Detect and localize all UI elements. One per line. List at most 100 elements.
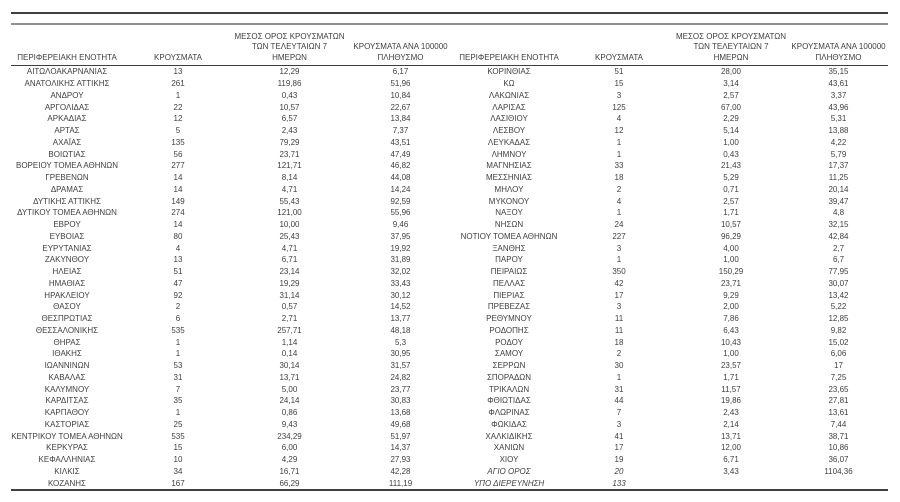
avg7-cell: 4,71 — [281, 243, 298, 253]
cases-cell: 3 — [616, 243, 622, 253]
per100k-cell: 14,24 — [390, 184, 411, 194]
table-row: ΘΗΡΑΣ 1 1,14 5,3 — [11, 336, 455, 348]
per100k-cell: 30,95 — [390, 349, 411, 359]
region-cell: ΑΝΑΤΟΛΙΚΗΣ ΑΤΤΙΚΗΣ — [24, 79, 110, 89]
table-row: ΚΑΡΠΑΘΟΥ 1 0,86 13,68 — [11, 407, 455, 419]
column-header-per100k: ΚΡΟΥΣΜΑΤΑ ΑΝΑ 100000 ΠΛΗΘΥΣΜΟ — [787, 42, 890, 65]
table-row: ΣΠΟΡΑΔΩΝ 1 1,71 7,25 — [455, 372, 890, 384]
region-cell: ΛΑΣΙΘΙΟΥ — [490, 114, 528, 124]
region-cell: ΗΛΕΙΑΣ — [52, 267, 82, 277]
cases-cell: 31 — [173, 372, 183, 382]
per100k-cell: 5,79 — [830, 149, 847, 159]
column-header-per100k: ΚΡΟΥΣΜΑΤΑ ΑΝΑ 100000 ΠΛΗΘΥΣΜΟ — [346, 42, 455, 65]
per100k-cell: 44,08 — [390, 173, 411, 183]
avg7-cell: 12,00 — [720, 443, 742, 453]
per100k-cell: 5,22 — [830, 302, 847, 312]
per100k-cell: 43,96 — [828, 102, 849, 112]
column-header-avg7-line1: ΜΕΣΟΣ ΟΡΟΣ ΚΡΟΥΣΜΑΤΩΝ — [234, 31, 345, 41]
region-cell: ΘΕΣΣΑΛΟΝΙΚΗΣ — [35, 325, 99, 335]
table-row: ΙΘΑΚΗΣ 1 0,14 30,95 — [11, 348, 455, 360]
table-row: ΚΕΦΑΛΛΗΝΙΑΣ 10 4,29 27,93 — [11, 454, 455, 466]
per100k-cell: 15,02 — [828, 337, 849, 347]
avg7-cell: 25,43 — [279, 231, 300, 241]
table-row: ΤΡΙΚΑΛΩΝ 31 11,57 23,65 — [455, 383, 890, 395]
region-cell: ΜΥΚΟΝΟΥ — [488, 196, 530, 206]
region-cell: ΠΕΛΛΑΣ — [492, 278, 526, 288]
per100k-cell: 7,37 — [392, 126, 409, 136]
table-row: ΛΕΣΒΟΥ 12 5,14 13,88 — [455, 125, 890, 137]
table-row: ΞΑΝΘΗΣ 3 4,00 2,7 — [455, 242, 890, 254]
region-cell: ΚΟΡΙΝΘΙΑΣ — [487, 67, 531, 77]
table-row: ΠΡΕΒΕΖΑΣ 3 2,00 5,22 — [455, 301, 890, 313]
table-row: ΠΕΙΡΑΙΩΣ 350 150,29 77,95 — [455, 266, 890, 278]
region-cell: ΚΟΖΑΝΗΣ — [47, 478, 87, 488]
cases-cell: 2 — [616, 184, 622, 194]
column-header-cases: ΚΡΟΥΣΜΑΤΑ — [123, 53, 233, 66]
region-cell: ΚΩ — [503, 79, 515, 89]
table-row: ΜΗΛΟΥ 2 0,71 20,14 — [455, 184, 890, 196]
avg7-cell: 5,00 — [281, 384, 298, 394]
avg7-cell: 2,00 — [723, 302, 739, 312]
region-cell: ΜΕΣΣΗΝΙΑΣ — [486, 173, 532, 183]
table-row: ΣΕΡΡΩΝ 30 23,57 17 — [455, 360, 890, 372]
region-cell: ΠΡΕΒΕΖΑΣ — [487, 302, 531, 312]
table-row: ΡΟΔΟΠΗΣ 11 6,43 9,82 — [455, 325, 890, 337]
region-cell: ΞΑΝΘΗΣ — [492, 243, 526, 253]
region-cell: ΠΕΙΡΑΙΩΣ — [490, 267, 528, 277]
region-cell: ΝΟΤΙΟΥ ΤΟΜΕΑ ΑΘΗΝΩΝ — [460, 231, 558, 241]
cases-cell: 19 — [614, 455, 624, 465]
cases-cell: 3 — [616, 302, 622, 312]
cases-cell: 149 — [171, 196, 185, 206]
avg7-cell: 16,71 — [279, 466, 300, 476]
table-row: ΧΙΟΥ 19 6,71 36,07 — [455, 454, 890, 466]
table-row: ΑΙΤΩΛΟΑΚΑΡΝΑΝΙΑΣ 13 12,29 6,17 — [11, 66, 455, 78]
per100k-cell: 13,84 — [390, 114, 411, 124]
avg7-cell: 12,29 — [279, 67, 300, 77]
avg7-cell: 5,29 — [723, 173, 739, 183]
avg7-cell: 28,00 — [720, 67, 742, 77]
region-cell: ΜΗΛΟΥ — [494, 184, 524, 194]
table-row: ΣΑΜΟΥ 2 1,00 6,06 — [455, 348, 890, 360]
table-row: ΧΑΝΙΩΝ 17 12,00 10,86 — [455, 442, 890, 454]
cases-cell: 34 — [173, 466, 183, 476]
cases-cell: 22 — [173, 102, 183, 112]
table-row: ΑΡΚΑΔΙΑΣ 12 6,57 13,84 — [11, 113, 455, 125]
column-header-per100k-line1: ΚΡΟΥΣΜΑΤΑ ΑΝΑ 100000 — [353, 42, 448, 51]
table-row: ΕΥΒΟΙΑΣ 80 25,43 37,95 — [11, 231, 455, 243]
cases-cell: 1 — [175, 349, 181, 359]
region-cell: ΑΡΚΑΔΙΑΣ — [47, 114, 87, 124]
table-row: ΠΙΕΡΙΑΣ 17 9,29 13,42 — [455, 289, 890, 301]
per100k-cell: 51,96 — [390, 79, 411, 89]
table-row: ΡΟΔΟΥ 18 10,43 15,02 — [455, 336, 890, 348]
column-header-per100k-line1: ΚΡΟΥΣΜΑΤΑ ΑΝΑ 100000 — [791, 42, 886, 51]
cases-cell: 42 — [614, 278, 624, 288]
cases-cell: 535 — [171, 431, 185, 441]
avg7-cell: 2,57 — [723, 196, 739, 206]
avg7-cell: 2,43 — [281, 126, 298, 136]
cases-cell: 3 — [616, 419, 622, 429]
cases-cell: 5 — [175, 126, 181, 136]
cases-cell: 1 — [175, 408, 181, 418]
region-cell: ΡΟΔΟΥ — [495, 337, 523, 347]
avg7-cell: 5,14 — [723, 126, 739, 136]
per100k-cell: 42,28 — [390, 466, 411, 476]
table-row: ΘΕΣΣΑΛΟΝΙΚΗΣ 535 257,71 48,18 — [11, 325, 455, 337]
table-row: ΡΕΘΥΜΝΟΥ 11 7,86 12,85 — [455, 313, 890, 325]
column-header-per100k-line2: ΠΛΗΘΥΣΜΟ — [377, 52, 424, 62]
cases-cell: 20 — [614, 466, 624, 476]
region-cell: ΛΑΡΙΣΑΣ — [492, 102, 526, 112]
avg7-cell: 4,71 — [281, 184, 298, 194]
table-row: ΜΕΣΣΗΝΙΑΣ 18 5,29 11,25 — [455, 172, 890, 184]
avg7-cell: 234,29 — [277, 431, 302, 441]
region-cell: ΚΑΒΑΛΑΣ — [48, 372, 86, 382]
per100k-cell: 17 — [834, 361, 843, 371]
column-header-avg7-line1: ΜΕΣΟΣ ΟΡΟΣ ΚΡΟΥΣΜΑΤΩΝ — [675, 31, 787, 41]
per100k-cell: 46,82 — [390, 161, 411, 171]
region-cell: ΚΕΡΚΥΡΑΣ — [46, 443, 88, 453]
avg7-cell: 3,43 — [723, 466, 739, 476]
avg7-cell: 13,71 — [279, 372, 300, 382]
avg7-cell: 23,57 — [720, 361, 742, 371]
region-cell: ΚΑΡΔΙΤΣΑΣ — [45, 396, 89, 406]
per100k-cell: 43,61 — [828, 79, 849, 89]
avg7-cell: 1,14 — [281, 337, 298, 347]
